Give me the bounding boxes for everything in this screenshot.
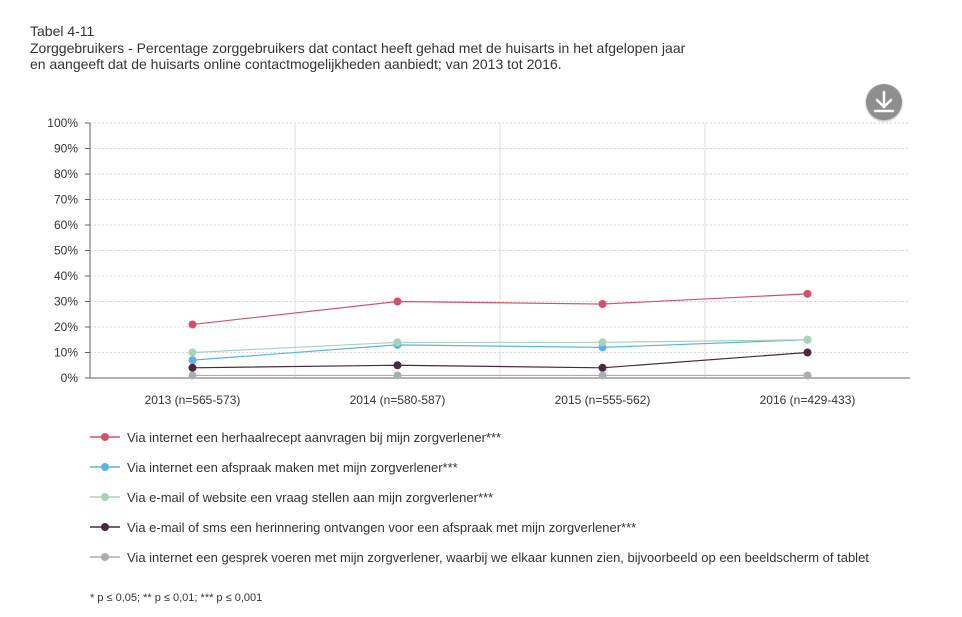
y-tick-label: 70% (54, 193, 78, 207)
data-point (393, 338, 402, 347)
data-point (393, 297, 402, 306)
y-tick-label: 30% (54, 295, 78, 309)
data-point (188, 320, 197, 329)
data-point (803, 348, 812, 357)
series-line (192, 293, 808, 326)
legend-label: Via e-mail of website een vraag stellen … (127, 490, 493, 505)
data-point (393, 361, 402, 370)
legend-label: Via e-mail of sms een herinnering ontvan… (127, 520, 636, 535)
x-tick-label: 2013 (n=565-573) (145, 393, 241, 407)
legend-marker (101, 553, 109, 561)
download-button[interactable] (866, 84, 902, 120)
y-tick-label: 40% (54, 269, 78, 283)
x-tick-label: 2015 (n=555-562) (555, 393, 651, 407)
data-point (393, 371, 402, 380)
download-icon (873, 90, 895, 113)
y-tick-label: 50% (54, 244, 78, 258)
legend-label: Via internet een afspraak maken met mijn… (127, 460, 458, 475)
legend-label: Via internet een herhaalrecept aanvragen… (127, 430, 501, 445)
data-point (598, 300, 607, 309)
series-line (192, 351, 808, 369)
data-point (803, 371, 812, 380)
legend-label: Via internet een gesprek voeren met mijn… (127, 550, 869, 565)
data-point (188, 356, 197, 365)
y-tick-label: 20% (54, 320, 78, 334)
y-tick-label: 0% (61, 371, 79, 385)
x-tick-label: 2016 (n=429-433) (760, 393, 856, 407)
data-point (598, 338, 607, 347)
data-point (188, 371, 197, 380)
y-tick-label: 90% (54, 142, 78, 156)
data-point (188, 363, 197, 372)
y-tick-label: 80% (54, 167, 78, 181)
legend-marker (101, 433, 109, 441)
data-point (803, 289, 812, 298)
data-point (803, 335, 812, 344)
chart-title: Zorggebruikers - Percentage zorggebruike… (30, 40, 686, 72)
y-tick-label: 60% (54, 218, 78, 232)
legend-marker (101, 523, 109, 531)
series-line (192, 339, 808, 354)
data-point (598, 371, 607, 380)
series-line (192, 339, 808, 361)
data-point (598, 363, 607, 372)
footnote: * p ≤ 0,05; ** p ≤ 0,01; *** p ≤ 0,001 (90, 592, 263, 604)
legend-marker (101, 463, 109, 471)
x-tick-label: 2014 (n=580-587) (350, 393, 446, 407)
y-tick-label: 100% (47, 116, 78, 130)
table-label: Tabel 4-11 (30, 23, 95, 39)
legend-marker (101, 493, 109, 501)
y-tick-label: 10% (54, 346, 78, 360)
data-point (188, 348, 197, 357)
